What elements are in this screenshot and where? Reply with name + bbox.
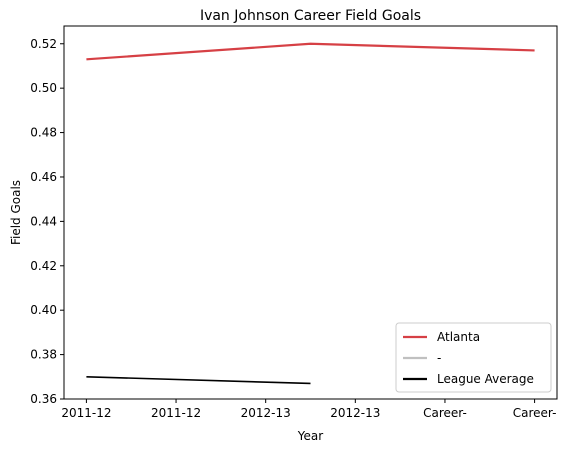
x-tick-label: 2012-13 [241,406,291,420]
x-tick-label: Career- [513,406,557,420]
chart-title: Ivan Johnson Career Field Goals [200,8,421,24]
plot-area [86,42,535,385]
y-tick-label: 0.38 [30,348,57,362]
legend-entry-label: - [437,351,441,365]
x-tick-label: Career- [423,406,467,420]
series-line-0 [86,42,535,61]
y-tick-label: 0.46 [30,170,57,184]
x-tick-label: 2011-12 [61,406,111,420]
series-line-2 [86,376,311,385]
y-axis: 0.36 0.38 0.40 0.42 0.44 0.46 0.48 0.50 0.52 [30,37,64,406]
plot-frame [63,25,558,400]
y-tick-label: 0.48 [30,126,57,140]
x-tick-label: 2011-12 [151,406,201,420]
y-axis-label: Field Goals [9,180,23,245]
y-tick-label: 0.36 [30,392,57,406]
x-axis: 2011-12 2011-12 2012-13 2012-13 Career- Caree… [61,399,556,420]
legend-entry-label: League Average [437,372,534,386]
y-tick-label: 0.50 [30,81,57,95]
x-tick-label: 2012-13 [330,406,380,420]
y-tick-label: 0.44 [30,214,57,228]
legend-box [395,322,552,393]
y-tick-label: 0.40 [30,303,57,317]
y-tick-label: 0.42 [30,259,57,273]
legend-entry-label: Atlanta [437,330,480,344]
x-axis-label: Year [297,429,323,443]
legend: Atlanta - League Average [395,322,552,393]
y-tick-label: 0.52 [30,37,57,51]
